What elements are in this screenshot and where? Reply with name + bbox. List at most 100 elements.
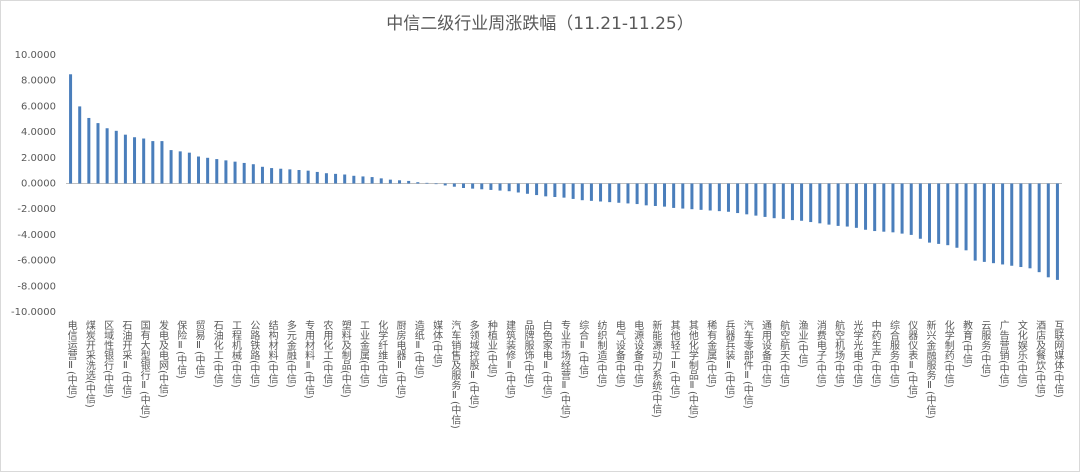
bar (909, 183, 913, 235)
bar (425, 182, 429, 184)
bar (1037, 183, 1041, 273)
bar (1019, 183, 1023, 268)
bar (297, 170, 301, 184)
y-tick-label: 2.0000 (21, 153, 56, 164)
x-tick-label: 工业金属(中信) (357, 320, 369, 388)
x-tick-label: 农用化工(中信) (321, 319, 333, 388)
x-tick-label: 其他轻工Ⅱ(中信) (668, 320, 680, 399)
bar (571, 183, 575, 199)
bar (973, 183, 977, 261)
bar (626, 183, 630, 204)
bar (790, 183, 794, 221)
x-tick-label: 电气设备(中信) (613, 319, 625, 388)
bar (690, 183, 694, 210)
x-tick-label: 专用材料Ⅱ(中信) (303, 319, 315, 399)
bar (681, 183, 685, 209)
bar (452, 183, 456, 187)
bar (96, 123, 100, 184)
bar (279, 168, 283, 184)
x-tick-label: 互联网媒体(中信) (1052, 320, 1064, 398)
bar (726, 183, 730, 212)
x-tick-label: 仪器仪表Ⅱ(中信) (906, 320, 918, 399)
bar (653, 183, 657, 206)
bar (87, 117, 91, 184)
bar (1001, 183, 1005, 265)
bar (580, 183, 584, 201)
bar (142, 138, 146, 184)
x-tick-label: 汽车销售及服务Ⅱ(中信) (449, 319, 461, 429)
x-tick-label: 塑料及制品(中信) (339, 320, 351, 398)
bar (672, 183, 676, 208)
x-tick-label: 云服务(中信) (979, 320, 991, 378)
bar (343, 174, 347, 184)
bar (1046, 183, 1050, 278)
x-tick-label: 发电及电网(中信) (156, 319, 168, 398)
x-tick-label: 煤炭开采洗选(中信) (83, 319, 95, 408)
bar (361, 176, 365, 184)
y-tick-label: -8.0000 (17, 281, 56, 292)
bar (544, 183, 548, 197)
x-tick-label: 酒店及餐饮(中信) (1034, 320, 1046, 398)
bar (105, 128, 109, 184)
x-tick-label: 化学纤维(中信) (376, 319, 388, 388)
bar (471, 183, 475, 189)
bar (918, 183, 922, 239)
bar (215, 159, 219, 184)
x-tick-label: 文化娱乐(中信) (1015, 319, 1027, 388)
bar (781, 183, 785, 219)
chart-title: 中信二级行业周涨跌幅（11.21-11.25） (386, 14, 693, 34)
x-tick-label: 贸易Ⅱ(中信) (193, 320, 205, 379)
x-tick-label: 新兴金融服务Ⅱ(中信) (924, 319, 936, 419)
bar (717, 183, 721, 212)
bar (114, 130, 118, 184)
x-tick-label: 消费电子(中信) (814, 319, 826, 388)
bar (827, 183, 831, 225)
bar (873, 183, 877, 232)
bar (224, 160, 228, 184)
bar (78, 106, 82, 184)
y-tick-label: -6.0000 (17, 256, 56, 267)
bar (288, 169, 292, 184)
x-tick-label: 渔业(中信) (796, 320, 808, 368)
bar (699, 183, 703, 210)
bar (644, 183, 648, 206)
bar (334, 173, 338, 184)
bar (69, 74, 73, 184)
bar (187, 152, 191, 184)
bar (206, 157, 210, 184)
bar (352, 175, 356, 184)
bar (1028, 183, 1032, 269)
x-tick-label: 国有大型银行Ⅱ(中信) (138, 320, 150, 419)
bar (233, 161, 237, 184)
bar (379, 178, 383, 184)
bar (982, 183, 986, 262)
bar (178, 151, 182, 184)
bar (398, 180, 402, 184)
bar (324, 173, 328, 184)
bar (1055, 183, 1059, 280)
x-tick-label: 石油开采Ⅱ(中信) (120, 320, 132, 399)
x-tick-label: 纺织制造(中信) (595, 319, 607, 388)
bar (196, 156, 200, 184)
x-tick-label: 其他化学制品Ⅱ(中信) (686, 320, 698, 419)
x-tick-label: 保险Ⅱ(中信) (175, 319, 187, 379)
bar (443, 183, 447, 186)
bar (407, 180, 411, 184)
x-tick-label: 航空航天(中信) (778, 319, 790, 388)
bar (498, 183, 502, 191)
bar (270, 168, 274, 184)
y-tick-label: 8.0000 (21, 76, 56, 87)
bar (772, 183, 776, 219)
bar (169, 150, 173, 184)
x-tick-label: 电源设备(中信) (632, 319, 644, 388)
x-tick-label: 新能源动力系统(中信) (650, 319, 662, 418)
x-tick-label: 造纸Ⅱ(中信) (412, 319, 424, 379)
x-tick-label: 综合Ⅱ(中信) (577, 319, 589, 379)
y-tick-label: 4.0000 (21, 127, 56, 138)
y-tick-label: 10.0000 (15, 50, 56, 61)
x-tick-label: 航空机场(中信) (833, 319, 845, 388)
bar (562, 183, 566, 198)
bar (599, 183, 603, 202)
